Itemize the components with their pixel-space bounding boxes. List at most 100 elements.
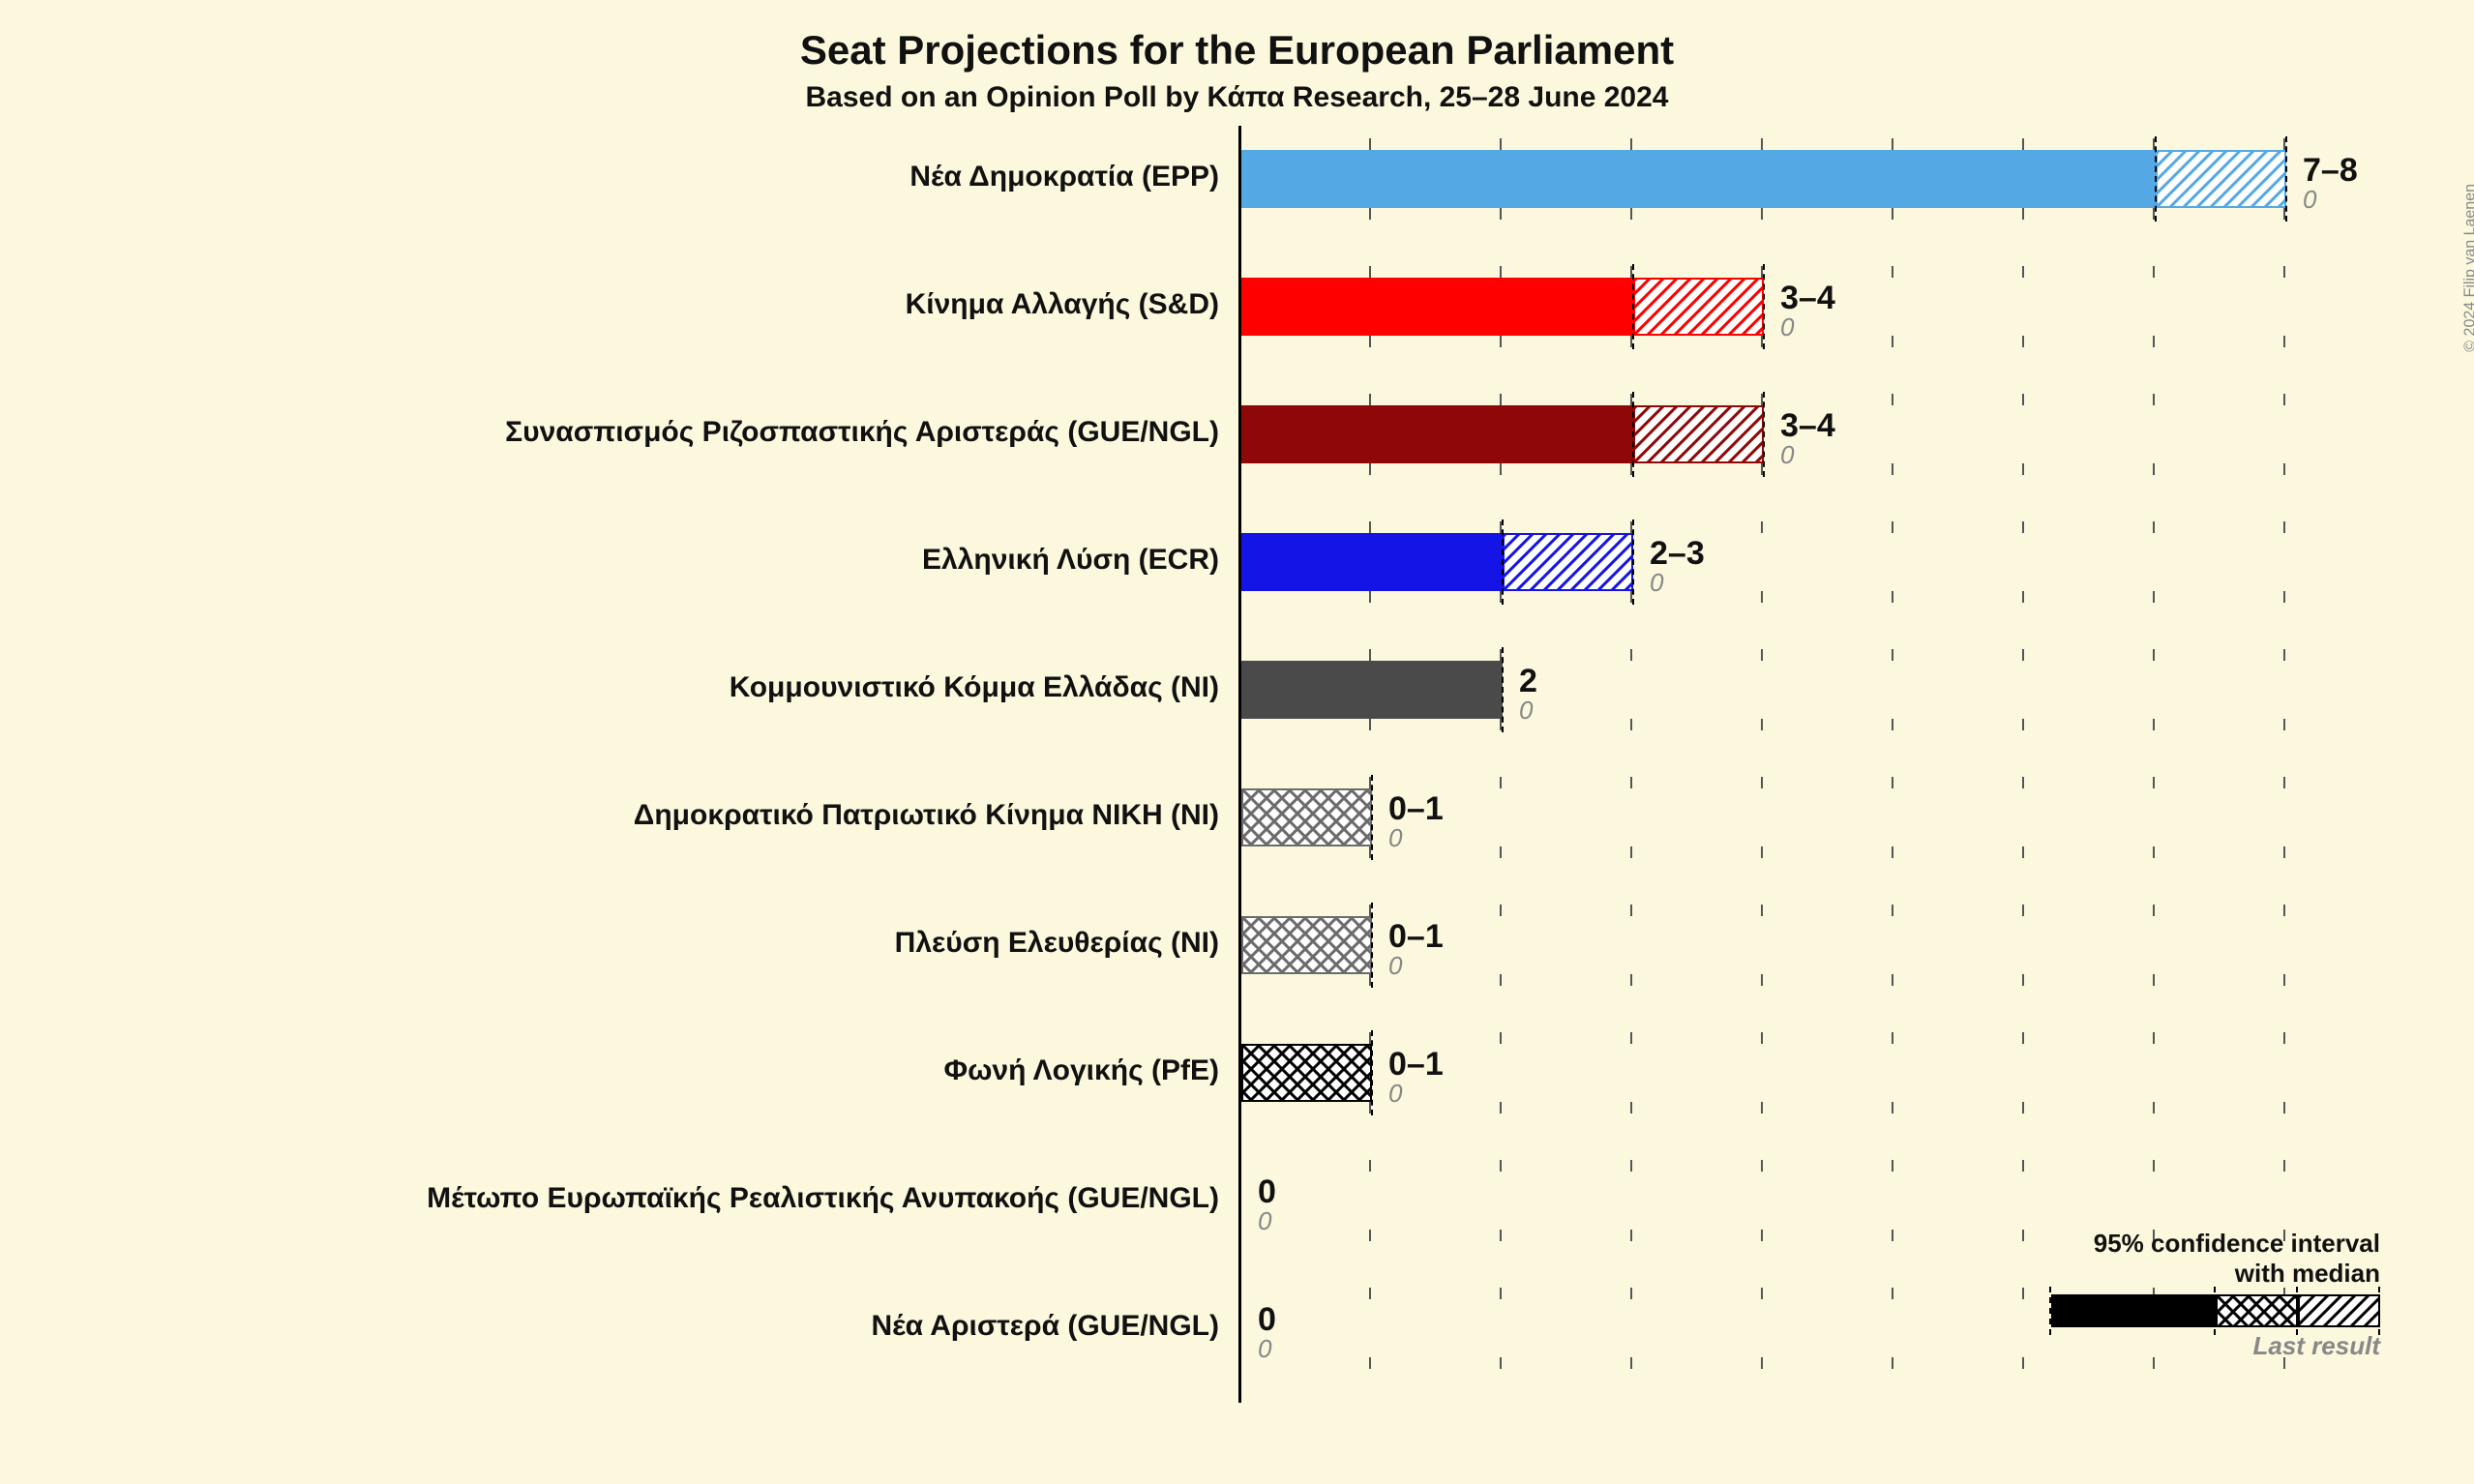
grid-tick [1369,649,1371,661]
grid-tick [1892,974,1893,986]
legend-tick [2049,1287,2051,1335]
bar-hatch [1633,405,1764,463]
grid-tick [2283,336,2285,347]
bar-solid [1241,150,2156,208]
grid-tick [2153,336,2155,347]
grid-tick [1630,905,1632,916]
bar-solid [1241,278,1633,336]
grid-tick [2022,1032,2024,1044]
value-last: 0 [1388,1079,1402,1109]
grid-tick [1369,719,1371,730]
grid-tick [2022,1288,2024,1299]
grid-tick [2022,521,2024,533]
grid-tick [2153,846,2155,858]
grid-tick [1630,974,1632,986]
grid-tick [2022,463,2024,475]
value-last: 0 [1780,312,1794,342]
grid-tick [1761,777,1763,788]
grid-tick [1761,1357,1763,1369]
grid-tick [1892,649,1893,661]
grid-tick [1630,1230,1632,1241]
grid-tick [2022,1357,2024,1369]
grid-tick [2153,974,2155,986]
grid-tick [1892,208,1893,220]
grid-tick [1761,1102,1763,1113]
grid-tick [1500,208,1502,220]
party-label: Κίνημα Αλλαγής (S&D) [19,288,1219,321]
grid-tick [1500,1032,1502,1044]
grid-tick [2153,649,2155,661]
grid-tick [2022,336,2024,347]
grid-tick [1369,591,1371,603]
grid-tick [1761,521,1763,533]
grid-tick [1892,1102,1893,1113]
value-last: 0 [1650,568,1663,598]
grid-tick [1630,846,1632,858]
ci-tick [1632,264,1634,349]
grid-tick [2153,777,2155,788]
grid-tick [1369,336,1371,347]
grid-tick [1500,394,1502,405]
grid-tick [2283,591,2285,603]
grid-tick [2153,521,2155,533]
grid-tick [2283,649,2285,661]
ci-tick [2285,136,2287,222]
grid-tick [1630,1102,1632,1113]
grid-tick [2022,846,2024,858]
grid-tick [2022,1102,2024,1113]
grid-tick [2283,521,2285,533]
value-last: 0 [2303,185,2316,215]
ci-tick [1502,647,1504,732]
bar-hatch [1633,278,1764,336]
ci-tick [1371,1030,1373,1115]
party-label: Δημοκρατικό Πατριωτικό Κίνημα ΝΙΚΗ (NI) [19,799,1219,832]
legend-bar [2051,1294,2380,1327]
grid-tick [1761,208,1763,220]
grid-tick [1630,649,1632,661]
bar-hatch [2156,150,2286,208]
grid-tick [1500,463,1502,475]
party-label: Κομμουνιστικό Κόμμα Ελλάδας (NI) [19,671,1219,704]
grid-tick [2283,1160,2285,1172]
grid-tick [1761,974,1763,986]
ci-tick [1632,392,1634,477]
grid-tick [1369,1230,1371,1241]
grid-tick [2022,208,2024,220]
grid-tick [1761,719,1763,730]
grid-tick [1500,1230,1502,1241]
party-label: Νέα Δημοκρατία (EPP) [19,161,1219,193]
grid-tick [1761,905,1763,916]
grid-tick [2283,777,2285,788]
legend: 95% confidence interval with median Last… [2051,1229,2380,1361]
value-last: 0 [1519,696,1533,726]
grid-tick [1892,521,1893,533]
grid-tick [1761,1288,1763,1299]
grid-tick [1892,591,1893,603]
legend-line-2: with median [2051,1259,2380,1289]
grid-tick [2022,649,2024,661]
grid-tick [1369,394,1371,405]
legend-line-1: 95% confidence interval [2051,1229,2380,1259]
grid-tick [2283,1032,2285,1044]
bar-solid [1241,405,1633,463]
bar-solid [1241,533,1503,591]
party-label: Συνασπισμός Ριζοσπαστικής Αριστεράς (GUE… [19,416,1219,449]
grid-tick [1892,1288,1893,1299]
grid-tick [1892,336,1893,347]
grid-tick [1369,266,1371,278]
grid-tick [2283,974,2285,986]
grid-tick [2022,394,2024,405]
grid-tick [2153,463,2155,475]
grid-tick [2153,266,2155,278]
grid-tick [1761,1160,1763,1172]
bar-solid [1241,661,1503,719]
grid-tick [2022,777,2024,788]
party-label: Ελληνική Λύση (ECR) [19,544,1219,577]
value-last: 0 [1258,1206,1271,1236]
grid-tick [1369,1357,1371,1369]
ci-tick [1502,519,1504,605]
grid-tick [2153,1032,2155,1044]
grid-tick [1892,1032,1893,1044]
grid-tick [2022,1160,2024,1172]
grid-tick [1500,336,1502,347]
